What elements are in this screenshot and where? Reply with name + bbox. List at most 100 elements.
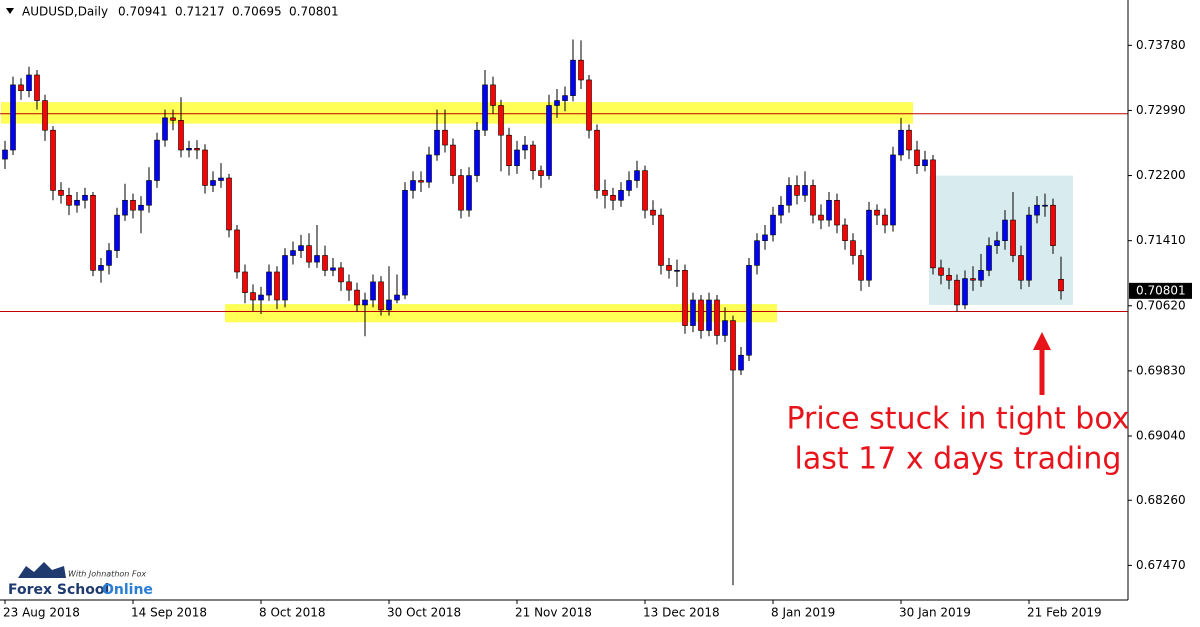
logo: With Johnathon Fox Forex School Online [8, 562, 153, 598]
candle-body [1042, 204, 1048, 207]
candle-body [346, 281, 352, 291]
candle-body [330, 267, 336, 271]
candle-body [66, 195, 72, 206]
candle-body [882, 214, 888, 226]
candle-body [450, 144, 456, 176]
candle-body [658, 214, 664, 266]
candle-body [170, 117, 176, 121]
logo-icon [18, 562, 66, 578]
logo-tagline: With Johnathon Fox [68, 570, 146, 579]
candle-body [82, 195, 88, 201]
zone [929, 175, 1073, 305]
candle-body [466, 175, 472, 211]
candle-body [506, 134, 512, 166]
candle-body [794, 185, 800, 196]
candle-body [578, 59, 584, 81]
candle-body [1050, 204, 1056, 246]
candle-body [10, 84, 16, 151]
candle-body [418, 180, 424, 183]
candle-body [610, 195, 616, 201]
candle-body [922, 159, 928, 166]
candle-body [274, 271, 280, 301]
candle-body [538, 170, 544, 176]
header-open: 0.70941 [118, 5, 168, 19]
candle-body [386, 299, 392, 311]
candle-body [754, 240, 760, 266]
candle-body [266, 271, 272, 296]
candle-body [322, 255, 328, 271]
candle-body [186, 148, 192, 151]
candle-body [666, 265, 672, 271]
y-tick-label: 0.70620 [1136, 298, 1186, 312]
candle-body [1010, 219, 1016, 256]
candle-body [898, 129, 904, 156]
candle-body [802, 185, 808, 196]
y-tick-label: 0.69830 [1136, 363, 1186, 377]
candle-body [34, 74, 40, 101]
candle-body [970, 278, 976, 281]
candle-body [650, 209, 656, 216]
candle-body [378, 281, 384, 311]
candle-body [18, 84, 24, 91]
y-tick-label: 0.72990 [1136, 103, 1186, 117]
x-tick-label: 30 Jan 2019 [899, 606, 971, 620]
candle-body [730, 320, 736, 371]
candle-body [194, 148, 200, 151]
y-tick-label: 0.71410 [1136, 233, 1186, 247]
candle-body [146, 180, 152, 206]
candle-body [818, 214, 824, 221]
y-tick-label: 0.73780 [1136, 38, 1186, 52]
logo-name: Forex School [8, 582, 109, 598]
candle-body [2, 149, 8, 160]
last-price-box [1129, 282, 1192, 299]
candle-body [914, 149, 920, 166]
candle-body [586, 79, 592, 131]
candle-body [354, 289, 360, 306]
zones [1, 102, 1073, 323]
candle-body [602, 190, 608, 196]
candle-body [706, 299, 712, 331]
candle-body [474, 129, 480, 176]
candle-body [770, 214, 776, 236]
arrow [1033, 332, 1051, 395]
header-low: 0.70695 [232, 5, 282, 19]
candle-body [402, 190, 408, 296]
x-tick-label: 21 Feb 2019 [1027, 606, 1102, 620]
candle-body [626, 180, 632, 191]
candle-body [362, 299, 368, 306]
candle-body [138, 204, 144, 211]
candle-body [26, 74, 32, 91]
candle-body [74, 199, 80, 206]
candle-body [490, 84, 496, 106]
last-price-label: 0.70801 [1136, 283, 1186, 297]
candle-body [258, 294, 264, 301]
candle-body [282, 255, 288, 301]
candle-body [314, 255, 320, 263]
candle-body [122, 199, 128, 216]
candle-body [962, 278, 968, 306]
candle-body [442, 129, 448, 146]
candle-body [746, 265, 752, 356]
candle-body [834, 199, 840, 226]
candle-body [434, 129, 440, 156]
candle-body [954, 279, 960, 306]
candle-body [546, 105, 552, 176]
candle-body [234, 229, 240, 273]
candle-body [618, 190, 624, 201]
candle-body [1026, 214, 1032, 281]
candle-body [58, 190, 64, 196]
levels [0, 113, 1128, 313]
candle-body [826, 199, 832, 221]
candle-body [1002, 219, 1008, 241]
candle-body [426, 154, 432, 183]
candle-body [298, 245, 304, 251]
candle-body [250, 292, 256, 301]
candle-body [674, 270, 680, 272]
candle-body [394, 294, 400, 301]
candle-body [1058, 279, 1064, 292]
candle-body [850, 240, 856, 256]
x-tick-label: 14 Sep 2018 [131, 606, 207, 620]
candle-body [530, 144, 536, 171]
candle-body [226, 177, 232, 231]
y-tick-label: 0.72200 [1136, 168, 1186, 182]
